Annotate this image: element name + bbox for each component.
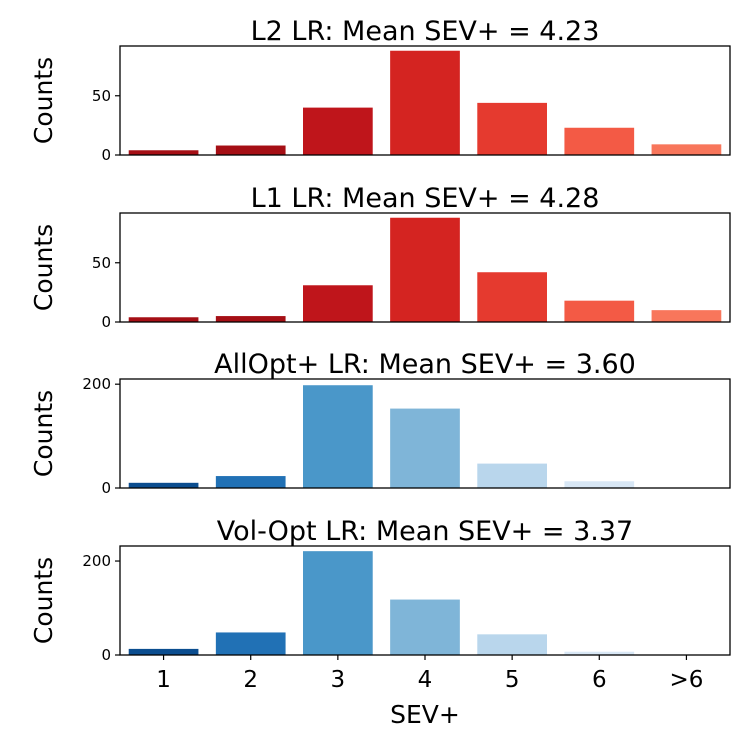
bar-gt6 (651, 310, 722, 322)
bar-2 (215, 316, 286, 322)
y-tick-label: 50 (92, 87, 111, 105)
bar-2 (215, 632, 286, 655)
bar-3 (303, 107, 373, 155)
panel-title: AllOpt+ LR: Mean SEV+ = 3.60 (214, 349, 636, 380)
panel-3: AllOpt+ LR: Mean SEV+ = 3.60 Counts 0 200 (29, 349, 731, 497)
bar-gt6 (651, 144, 722, 155)
y-axis-label: Counts (29, 57, 58, 144)
bar-5 (477, 634, 547, 655)
bar-6 (564, 127, 635, 155)
bar-4 (390, 599, 460, 655)
y-axis-label: Counts (29, 390, 58, 477)
bar-6 (564, 300, 635, 322)
y-tick-label: 0 (101, 313, 111, 331)
bar-1 (128, 317, 199, 322)
bar-4 (390, 217, 460, 322)
x-axis-label: SEV+ (390, 700, 460, 729)
y-tick-label: 0 (101, 646, 111, 664)
panel-4: Vol-Opt LR: Mean SEV+ = 3.37 Counts 0 200 (29, 516, 731, 664)
bar-3 (303, 285, 373, 322)
bar-4 (390, 50, 460, 155)
bar-5 (477, 272, 547, 322)
x-tick-label: 5 (505, 667, 520, 693)
x-tick-label: 6 (592, 667, 607, 693)
panel-1: L2 LR: Mean SEV+ = 4.23 Counts 0 50 (29, 16, 731, 164)
y-axis-label: Counts (29, 224, 58, 311)
bar-1 (128, 648, 199, 655)
bar-2 (215, 145, 286, 155)
bar-5 (477, 463, 547, 488)
y-tick-label: 0 (101, 146, 111, 164)
bar-1 (128, 150, 199, 155)
y-tick-label: 50 (92, 254, 111, 272)
bar-6 (564, 481, 635, 488)
bar-4 (390, 408, 460, 488)
bar-5 (477, 102, 547, 155)
x-tick-label: 4 (418, 667, 433, 693)
panel-2: L1 LR: Mean SEV+ = 4.28 Counts 0 50 (29, 183, 731, 331)
panel-title: L2 LR: Mean SEV+ = 4.23 (251, 16, 600, 47)
panel-title: Vol-Opt LR: Mean SEV+ = 3.37 (217, 516, 633, 547)
y-tick-label: 200 (82, 552, 111, 570)
panel-title: L1 LR: Mean SEV+ = 4.28 (251, 183, 600, 214)
bar-3 (303, 551, 373, 655)
plot-frame (119, 45, 731, 156)
x-tick-label: 1 (156, 667, 171, 693)
plot-frame (119, 378, 731, 489)
y-tick-label: 200 (82, 375, 111, 393)
bar-1 (128, 482, 199, 488)
bar-3 (303, 385, 373, 488)
x-tick-label: 3 (331, 667, 346, 693)
x-tick-label: 2 (243, 667, 258, 693)
y-tick-label: 0 (101, 479, 111, 497)
bar-6 (564, 651, 635, 655)
x-tick-label: >6 (669, 667, 703, 693)
y-axis-label: Counts (29, 557, 58, 644)
bar-2 (215, 476, 286, 488)
plot-frame (119, 212, 731, 323)
